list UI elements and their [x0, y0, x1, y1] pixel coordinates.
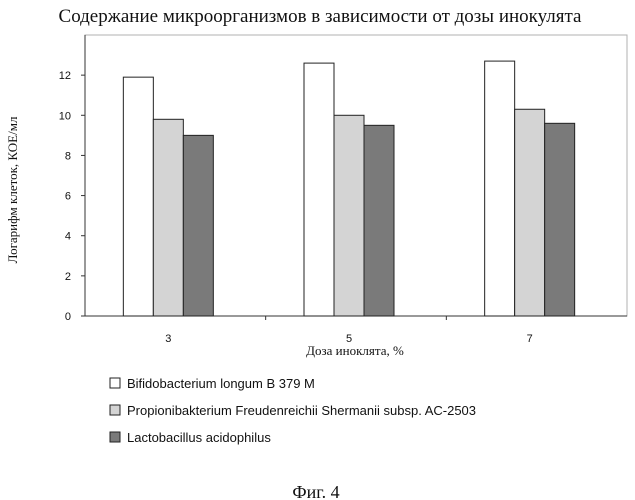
- legend-label: Propionibakterium Freudenreichii Sherman…: [127, 403, 476, 418]
- y-tick-label: 6: [65, 191, 71, 203]
- y-tick-label: 4: [65, 231, 71, 243]
- legend-swatch: [110, 432, 120, 442]
- bar: [364, 125, 394, 316]
- y-tick-label: 0: [65, 311, 71, 323]
- bar: [123, 77, 153, 316]
- x-tick-label: 3: [165, 333, 171, 345]
- x-tick-label: 7: [527, 333, 533, 345]
- y-axis-label: Логарифм клеток, КОЕ/мл: [5, 116, 20, 263]
- chart-title: Содержание микроорганизмов в зависимости…: [59, 6, 583, 27]
- bar: [515, 109, 545, 316]
- y-tick-label: 8: [65, 150, 71, 162]
- bar: [334, 115, 364, 316]
- legend-label: Lactobacillus acidophilus: [127, 430, 271, 445]
- legend-label: Bifidobacterium longum B 379 M: [127, 376, 315, 391]
- bar-chart: Содержание микроорганизмов в зависимости…: [0, 0, 635, 500]
- bar: [183, 135, 213, 316]
- y-tick-label: 12: [59, 70, 71, 82]
- legend: Bifidobacterium longum B 379 M Propioniba…: [110, 376, 476, 445]
- y-tick-label: 2: [65, 271, 71, 283]
- x-axis-label: Доза иноклята, %: [306, 343, 404, 358]
- bar: [153, 119, 183, 316]
- legend-swatch: [110, 378, 120, 388]
- legend-swatch: [110, 405, 120, 415]
- plot-area: 024681012357: [59, 35, 627, 345]
- bar: [304, 63, 334, 316]
- y-tick-label: 10: [59, 110, 71, 122]
- figure-caption: Фиг. 4: [292, 482, 339, 500]
- bar: [485, 61, 515, 316]
- bar: [545, 123, 575, 316]
